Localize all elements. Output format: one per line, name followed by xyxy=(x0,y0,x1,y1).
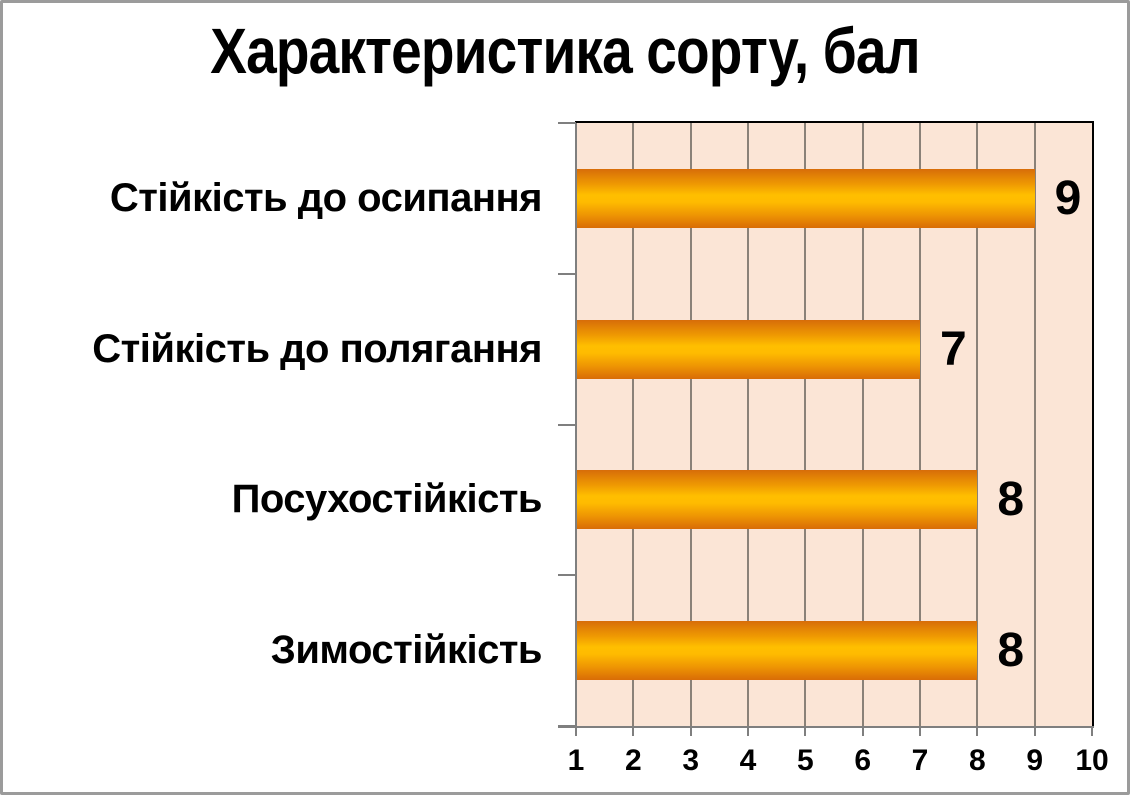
gridline-x-9 xyxy=(1033,123,1036,726)
x-axis-tick-6 xyxy=(861,727,864,736)
category-axis-line xyxy=(575,123,577,726)
x-axis-tick-3 xyxy=(689,727,692,736)
value-label-2: 7 xyxy=(940,322,967,376)
gridline-x-6 xyxy=(861,123,864,726)
x-axis-tick-8 xyxy=(976,727,979,736)
bar-4 xyxy=(576,621,978,681)
plot-area: 9 7 8 8 xyxy=(576,123,1092,726)
x-axis-tick-9 xyxy=(1033,727,1036,736)
x-axis-label-5: 5 xyxy=(796,744,814,777)
x-axis-tick-5 xyxy=(804,727,807,736)
category-axis-tick-1 xyxy=(558,272,576,275)
category-axis-labels: Стійкість до осипання Стійкість до поляга… xyxy=(0,123,546,726)
category-label-4: Зимостійкість xyxy=(270,628,543,673)
bar-3 xyxy=(576,470,978,530)
x-axis-tick-10 xyxy=(1091,727,1093,736)
category-axis-tick-4 xyxy=(558,725,576,727)
x-axis-label-6: 6 xyxy=(854,744,871,777)
x-axis-tick-1 xyxy=(575,727,577,736)
gridline-x-7 xyxy=(919,123,921,726)
x-axis-label-2: 2 xyxy=(624,744,642,777)
gridline-x-2 xyxy=(632,123,635,726)
plot-border-top xyxy=(575,121,1094,123)
gridline-x-3 xyxy=(689,123,692,726)
x-axis-label-1: 1 xyxy=(567,744,585,777)
category-axis-tick-3 xyxy=(558,574,576,577)
chart-title: Характеристика сорту, бал xyxy=(210,15,920,87)
bar-1 xyxy=(576,168,1035,228)
x-axis-tick-2 xyxy=(632,727,635,736)
x-axis-label-4: 4 xyxy=(739,744,757,777)
category-label-3: Посухостійкість xyxy=(231,477,543,522)
gridline-x-4 xyxy=(747,123,749,726)
category-axis-tick-0 xyxy=(558,122,576,124)
x-axis-label-3: 3 xyxy=(682,744,699,777)
category-label-2: Стійкість до полягання xyxy=(92,326,542,371)
x-axis-label-9: 9 xyxy=(1026,744,1043,777)
value-label-1: 9 xyxy=(1054,171,1082,225)
x-axis-tick-4 xyxy=(747,727,749,736)
x-axis-tick-7 xyxy=(919,727,921,736)
category-axis-tick-2 xyxy=(558,423,576,426)
x-axis-label-8: 8 xyxy=(968,744,986,777)
value-label-3: 8 xyxy=(997,473,1025,527)
gridline-x-5 xyxy=(804,123,807,726)
x-axis-label-10: 10 xyxy=(1075,744,1109,777)
value-axis-line xyxy=(558,726,1094,728)
bar-2 xyxy=(576,319,920,379)
value-label-4: 8 xyxy=(997,624,1025,678)
category-label-1: Стійкість до осипання xyxy=(109,175,543,220)
gridline-x-8 xyxy=(976,123,979,726)
plot-border-right xyxy=(1092,121,1094,727)
x-axis-label-7: 7 xyxy=(911,744,929,777)
